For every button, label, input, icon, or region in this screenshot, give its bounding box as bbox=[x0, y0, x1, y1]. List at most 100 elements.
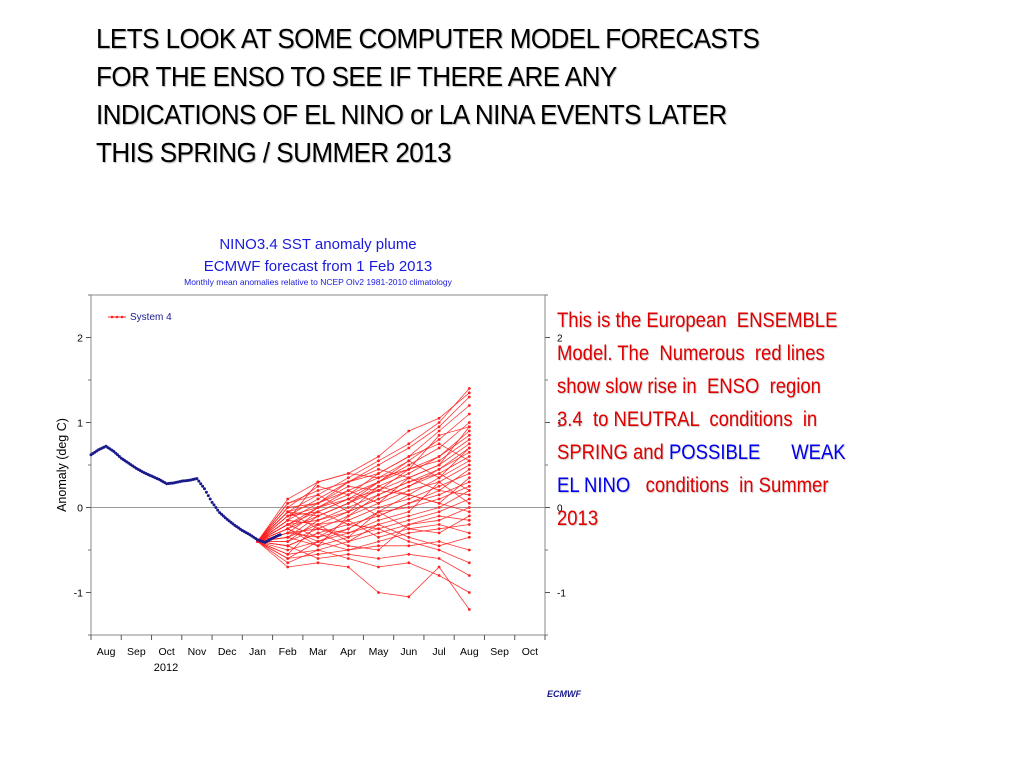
forecast-point bbox=[346, 472, 350, 475]
forecast-point bbox=[407, 489, 411, 492]
description-line: This is the European ENSEMBLE bbox=[557, 309, 838, 332]
x-tick-label: Jul bbox=[432, 646, 445, 658]
observed-point bbox=[206, 494, 210, 498]
title-line: INDICATIONS OF EL NINO or LA NINA EVENTS… bbox=[96, 99, 727, 130]
observed-point bbox=[204, 490, 208, 494]
observed-point bbox=[214, 506, 218, 509]
observed-point bbox=[208, 497, 212, 501]
x-tick-label: Feb bbox=[279, 646, 297, 658]
description-line: EL NINO conditions in Summer bbox=[557, 469, 935, 502]
title-line: FOR THE ENSO TO SEE IF THERE ARE ANY bbox=[96, 61, 617, 92]
legend-marker bbox=[115, 315, 119, 319]
forecast-point bbox=[286, 510, 290, 514]
forecast-point bbox=[316, 557, 320, 560]
x-tick-label: Aug bbox=[97, 646, 116, 658]
forecast-point bbox=[437, 425, 441, 429]
forecast-point bbox=[467, 472, 471, 475]
forecast-point bbox=[316, 484, 320, 488]
forecast-point bbox=[437, 480, 441, 484]
forecast-point bbox=[437, 489, 441, 492]
x-tick-label: Oct bbox=[522, 646, 538, 658]
observed-point bbox=[195, 477, 199, 481]
forecast-point bbox=[346, 552, 350, 556]
forecast-point bbox=[437, 442, 441, 446]
y-tick-label-right: 0 bbox=[557, 504, 563, 515]
forecast-point bbox=[286, 527, 290, 531]
forecast-point bbox=[467, 467, 471, 471]
forecast-point bbox=[407, 476, 411, 480]
forecast-point bbox=[346, 548, 350, 552]
forecast-point bbox=[437, 540, 441, 543]
forecast-point bbox=[316, 535, 320, 539]
forecast-point bbox=[437, 416, 441, 420]
forecast-point bbox=[286, 518, 290, 522]
forecast-point bbox=[467, 404, 471, 407]
forecast-point bbox=[346, 501, 350, 505]
forecast-point bbox=[467, 501, 471, 505]
chart-title: NINO3.4 SST anomaly plume bbox=[219, 236, 416, 253]
forecast-line bbox=[257, 507, 470, 555]
x-tick-label: Apr bbox=[340, 646, 357, 658]
observed-point bbox=[216, 508, 220, 512]
y-tick-label-right: 2 bbox=[557, 334, 563, 345]
forecast-point bbox=[407, 501, 411, 505]
forecast-point bbox=[316, 501, 320, 505]
forecast-point bbox=[316, 548, 320, 552]
forecast-point bbox=[467, 391, 471, 395]
description-segment: SPRING and bbox=[557, 441, 669, 464]
forecast-point bbox=[437, 463, 441, 467]
forecast-point bbox=[286, 531, 290, 535]
forecast-point bbox=[467, 463, 471, 467]
forecast-point bbox=[407, 523, 411, 526]
forecast-plume bbox=[256, 387, 471, 611]
forecast-point bbox=[407, 506, 411, 509]
forecast-point bbox=[316, 510, 320, 514]
forecast-point bbox=[467, 412, 471, 416]
forecast-line bbox=[257, 541, 470, 576]
description-highlight: EL NINO bbox=[557, 474, 631, 497]
legend: System 4 bbox=[108, 312, 172, 323]
forecast-point bbox=[467, 450, 471, 454]
forecast-point bbox=[407, 442, 411, 446]
forecast-line bbox=[257, 511, 470, 564]
forecast-line bbox=[257, 388, 470, 542]
description-line: 3.4 to NEUTRAL conditions in bbox=[557, 408, 818, 431]
forecast-point bbox=[377, 540, 380, 543]
forecast-point bbox=[467, 425, 471, 429]
forecast-point bbox=[407, 497, 411, 501]
x-tick-label: Oct bbox=[158, 646, 174, 658]
forecast-point bbox=[437, 506, 441, 509]
chart-note: Monthly mean anomalies relative to NCEP … bbox=[184, 277, 452, 287]
forecast-point bbox=[467, 591, 471, 594]
forecast-point bbox=[346, 489, 350, 492]
forecast-point bbox=[377, 510, 380, 514]
forecast-point bbox=[316, 527, 320, 531]
forecast-point bbox=[346, 523, 350, 526]
forecast-point bbox=[346, 540, 350, 543]
forecast-point bbox=[437, 455, 441, 458]
forecast-point bbox=[437, 472, 441, 475]
forecast-line bbox=[257, 473, 470, 547]
forecast-point bbox=[467, 476, 471, 480]
forecast-point bbox=[407, 467, 411, 471]
forecast-point bbox=[286, 523, 290, 526]
forecast-point bbox=[346, 510, 350, 514]
y-tick-label: 0 bbox=[77, 503, 83, 515]
forecast-point bbox=[286, 535, 290, 539]
description-highlight: POSSIBLE WEAK bbox=[668, 441, 846, 464]
forecast-point bbox=[316, 480, 320, 484]
forecast-line bbox=[257, 422, 470, 542]
forecast-point bbox=[407, 510, 411, 514]
forecast-point bbox=[316, 518, 320, 522]
forecast-point bbox=[286, 548, 290, 552]
forecast-point bbox=[346, 506, 350, 509]
forecast-point bbox=[407, 463, 411, 467]
forecast-point bbox=[467, 497, 471, 501]
forecast-point bbox=[467, 455, 471, 458]
forecast-point bbox=[286, 565, 290, 569]
observed-point bbox=[203, 487, 206, 491]
forecast-point bbox=[437, 446, 441, 450]
forecast-point bbox=[407, 459, 411, 463]
forecast-point bbox=[407, 561, 411, 565]
forecast-point bbox=[437, 531, 441, 535]
